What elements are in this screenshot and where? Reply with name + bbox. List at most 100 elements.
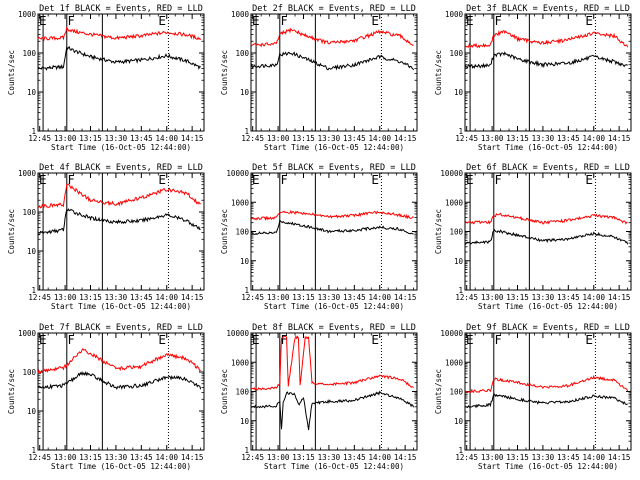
y-tick-label: 100 (22, 208, 36, 217)
series-line-events (464, 393, 628, 409)
x-tick-label: 14:00 (582, 453, 605, 462)
y-tick-label: 10000 (440, 169, 463, 178)
x-tick-label: 13:15 (292, 134, 315, 143)
interval-annotation: E (252, 14, 260, 28)
chart-title: Det 2f BLACK = Events, RED = LLD (252, 4, 416, 14)
chart-title: Det 1f BLACK = Events, RED = LLD (39, 4, 203, 14)
x-tick-label: 14:00 (368, 453, 391, 462)
x-tick-label: 13:45 (557, 293, 580, 302)
interval-annotation: E (39, 173, 47, 187)
x-tick-label: 14:00 (368, 134, 391, 143)
series-line-events (250, 219, 414, 236)
series-line-events (37, 208, 201, 236)
x-axis-label: Start Time (16-Oct-05 12:44:00) (264, 302, 404, 311)
x-tick-label: 13:30 (105, 134, 128, 143)
y-axis-label: Counts/sec (220, 50, 229, 95)
x-tick-label: 13:30 (532, 453, 555, 462)
chart-panel-8: Det 8f BLACK = Events, RED = LLD 1 10 100 10… (220, 323, 418, 471)
x-tick-label: 13:00 (267, 453, 290, 462)
interval-annotation: F (68, 173, 75, 187)
y-tick-label: 100 (449, 228, 463, 237)
y-tick-label: 1000 (18, 329, 37, 338)
interval-annotation: F (281, 14, 288, 28)
x-tick-label: 13:00 (54, 293, 77, 302)
x-tick-label: 13:45 (557, 134, 580, 143)
x-tick-label: 13:45 (130, 453, 153, 462)
x-tick-label: 14:15 (608, 453, 631, 462)
y-tick-label: 1000 (18, 169, 37, 178)
interval-annotation: E (466, 333, 474, 347)
y-tick-label: 100 (235, 49, 249, 58)
y-tick-label: 1 (31, 127, 36, 136)
x-tick-label: 13:00 (481, 134, 504, 143)
plot-frame (250, 13, 418, 132)
chart-title: Det 7f BLACK = Events, RED = LLD (39, 323, 203, 333)
chart-title: Det 5f BLACK = Events, RED = LLD (252, 163, 416, 173)
chart-panel-6: Det 6f BLACK = Events, RED = LLD 1 10 100 10… (434, 163, 632, 311)
x-tick-label: 14:00 (155, 453, 178, 462)
series-line-events (250, 390, 415, 431)
chart-panel-3: Det 3f BLACK = Events, RED = LLD 1 10 100 10… (434, 4, 632, 152)
y-tick-label: 1 (458, 127, 463, 136)
y-tick-label: 1000 (18, 10, 37, 19)
chart-panel-2: Det 2f BLACK = Events, RED = LLD 1 10 100 10… (220, 4, 418, 152)
x-tick-label: 13:00 (54, 134, 77, 143)
y-axis-label: Counts/sec (220, 369, 229, 414)
interval-annotation: E (39, 333, 47, 347)
chart-title: Det 4f BLACK = Events, RED = LLD (39, 163, 203, 173)
series-line-lld (464, 374, 629, 394)
chart-panel-1: Det 1f BLACK = Events, RED = LLD 1 10 100 10… (7, 4, 205, 152)
x-tick-label: 13:15 (292, 293, 315, 302)
y-tick-label: 10 (240, 417, 250, 426)
plot-frame (37, 332, 205, 451)
x-tick-label: 13:45 (343, 453, 366, 462)
x-tick-label: 13:00 (481, 453, 504, 462)
y-tick-label: 1 (31, 286, 36, 295)
x-tick-label: 13:15 (79, 453, 102, 462)
y-tick-label: 1 (458, 286, 463, 295)
x-tick-label: 13:15 (292, 453, 315, 462)
x-tick-label: 13:15 (506, 293, 529, 302)
x-tick-label: 14:00 (582, 293, 605, 302)
x-tick-label: 12:45 (28, 453, 51, 462)
y-tick-label: 10 (27, 88, 37, 97)
series-line-events (37, 370, 202, 390)
interval-annotation: E (252, 333, 260, 347)
y-tick-label: 100 (449, 388, 463, 397)
x-tick-label: 13:15 (506, 453, 529, 462)
interval-annotation: E (252, 173, 260, 187)
plot-frame (464, 13, 632, 132)
y-tick-label: 100 (235, 388, 249, 397)
x-tick-label: 13:30 (318, 293, 341, 302)
y-axis-label: Counts/sec (220, 209, 229, 254)
series-line-lld (250, 209, 414, 221)
x-tick-label: 12:45 (241, 134, 264, 143)
interval-annotation: F (495, 333, 502, 347)
y-axis-label: Counts/sec (434, 369, 443, 414)
y-tick-label: 10 (27, 247, 37, 256)
interval-annotation: F (68, 14, 75, 28)
series-line-lld (37, 26, 202, 42)
series-line-events (464, 229, 629, 245)
x-tick-label: 13:15 (79, 293, 102, 302)
y-tick-label: 10 (240, 257, 250, 266)
interval-annotation: E (585, 333, 593, 347)
chart-panel-4: Det 4f BLACK = Events, RED = LLD 1 10 100 10… (7, 163, 205, 311)
interval-annotation: E (158, 14, 166, 28)
x-tick-label: 13:30 (532, 134, 555, 143)
x-tick-label: 13:00 (267, 134, 290, 143)
interval-annotation: E (371, 14, 379, 28)
x-tick-label: 13:45 (343, 134, 366, 143)
x-tick-label: 13:45 (557, 453, 580, 462)
x-tick-label: 13:45 (130, 293, 153, 302)
interval-annotation: E (466, 14, 474, 28)
x-axis-label: Start Time (16-Oct-05 12:44:00) (478, 462, 618, 471)
x-tick-label: 13:45 (343, 293, 366, 302)
y-tick-label: 10 (240, 88, 250, 97)
y-tick-label: 10 (454, 88, 464, 97)
y-tick-label: 10000 (226, 169, 249, 178)
y-tick-label: 1000 (445, 358, 464, 367)
x-axis-label: Start Time (16-Oct-05 12:44:00) (478, 143, 618, 152)
y-tick-label: 10000 (440, 329, 463, 338)
